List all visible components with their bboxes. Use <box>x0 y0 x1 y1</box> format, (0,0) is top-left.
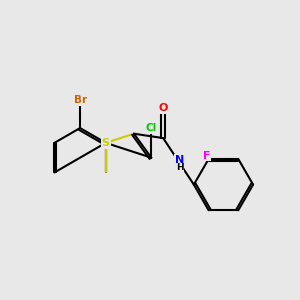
Text: F: F <box>203 151 211 160</box>
Text: O: O <box>158 103 168 113</box>
Text: Br: Br <box>74 95 87 105</box>
Text: S: S <box>102 138 110 148</box>
Text: H: H <box>176 164 183 172</box>
Text: N: N <box>175 155 184 165</box>
Text: Cl: Cl <box>146 123 157 133</box>
